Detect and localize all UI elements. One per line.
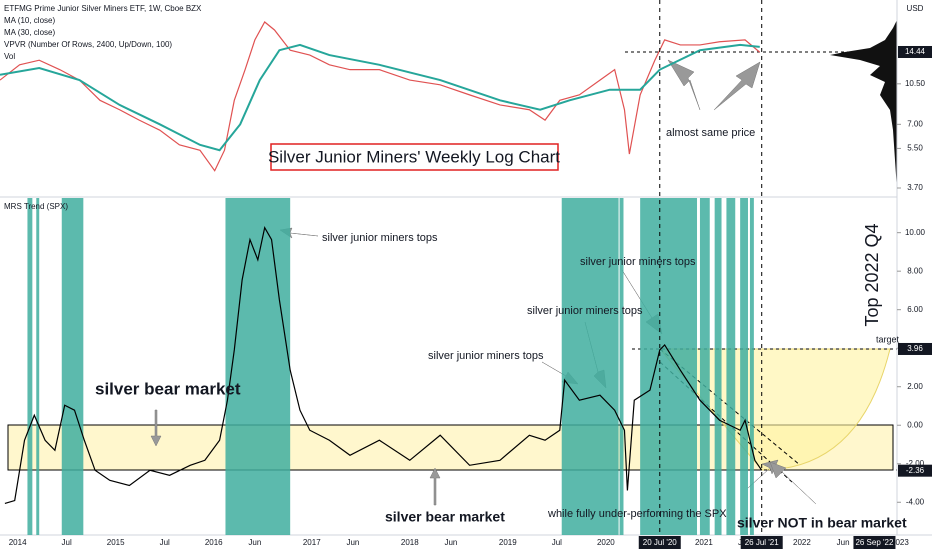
annotation: Silver Junior Miners' Weekly Log Chart <box>268 147 560 166</box>
labels: ETFMG Prime Junior Silver Miners ETF, 1W… <box>4 4 932 549</box>
trend-band <box>640 198 698 535</box>
x-tick-label: Jul <box>552 538 562 547</box>
chart-title: MRS Trend (SPX) <box>4 202 68 211</box>
price-tag <box>898 464 932 477</box>
arrow <box>769 461 817 505</box>
y-tick-label: 0.00 <box>907 420 923 429</box>
price-tag-label: 3.96 <box>907 344 923 353</box>
arrow <box>429 467 441 506</box>
trend-band <box>749 198 754 535</box>
legend-entry: MA (10, close) <box>4 16 55 25</box>
arrow <box>713 61 761 111</box>
arrow <box>667 59 701 111</box>
annotation: silver junior miners tops <box>527 305 643 317</box>
annotation: silver junior miners tops <box>322 232 438 244</box>
y-tick-label: 3.70 <box>907 183 923 192</box>
x-tick-label: 2017 <box>303 538 321 547</box>
x-tick-label: 2019 <box>499 538 517 547</box>
y-tick-label: 2.00 <box>907 382 923 391</box>
y-tick-label: 10.50 <box>905 79 926 88</box>
series-line <box>0 43 760 152</box>
trend-band <box>225 198 291 535</box>
x-tick-label: 2021 <box>695 538 713 547</box>
title-box <box>270 143 559 171</box>
volume-profile <box>830 20 897 190</box>
annotation: silver NOT in bear market <box>737 515 907 531</box>
trend-band <box>726 198 736 535</box>
date-tag-label: 26 Sep '22 <box>855 538 894 547</box>
trend-band <box>36 198 40 535</box>
legend-entry: Vol <box>4 52 15 61</box>
currency: USD <box>907 4 924 13</box>
y-tick-label: 10.00 <box>905 228 926 237</box>
annotation: target <box>876 334 900 344</box>
price-tag <box>898 45 932 58</box>
annotation: Top 2022 Q4 <box>862 223 882 326</box>
series-line <box>0 21 761 172</box>
y-tick-label: 7.00 <box>907 119 923 128</box>
arrow <box>747 459 779 489</box>
y-tick-label: -2.00 <box>906 459 925 468</box>
plot <box>0 0 763 535</box>
date-tag <box>638 536 681 549</box>
annotation: silver junior miners tops <box>580 256 696 268</box>
trend-band <box>699 198 710 535</box>
x-tick-label: 2014 <box>9 538 27 547</box>
x-tick-label: Jun <box>444 538 457 547</box>
annotation: silver junior miners tops <box>428 350 544 362</box>
x-tick-label: 2022 <box>793 538 811 547</box>
series-line <box>4 225 763 504</box>
trend-band <box>714 198 722 535</box>
date-tag-label: 20 Jul '20 <box>643 538 678 547</box>
x-tick-label: Jun <box>837 538 850 547</box>
date-tag-label: 26 Jul '21 <box>745 538 780 547</box>
x-tick-label: 2018 <box>401 538 419 547</box>
date-tag <box>853 536 896 549</box>
price-tag-label: 14.44 <box>905 47 926 56</box>
x-tick-label: Jul <box>62 538 72 547</box>
x-tick-label: Jul <box>160 538 170 547</box>
x-tick-label: 2020 <box>597 538 615 547</box>
trend-band <box>27 198 33 535</box>
trend-band <box>61 198 84 535</box>
x-tick-label: 2016 <box>205 538 223 547</box>
annotation: almost same price <box>666 127 755 139</box>
chart-title: ETFMG Prime Junior Silver Miners ETF, 1W… <box>4 4 202 13</box>
legend-entry: VPVR (Number Of Rows, 2400, Up/Down, 100… <box>4 40 172 49</box>
date-tag <box>740 536 783 549</box>
y-tick-label: 6.00 <box>907 305 923 314</box>
x-tick-label: 2023 <box>891 538 909 547</box>
annotation: silver bear market <box>95 379 241 398</box>
trend-band <box>740 198 748 535</box>
legend-entry: MA (30, close) <box>4 28 55 37</box>
y-tick-label: -4.00 <box>906 497 925 506</box>
y-tick-label: 8.00 <box>907 266 923 275</box>
x-tick-label: 2015 <box>107 538 125 547</box>
annotation: while fully under-performing the SPX <box>547 508 727 520</box>
price-tag-label: -2.36 <box>906 466 925 475</box>
x-tick-label: Jun <box>248 538 261 547</box>
arrow <box>150 409 162 447</box>
price-tag <box>898 342 932 355</box>
trend-band <box>561 198 619 535</box>
x-tick-label: Jun <box>346 538 359 547</box>
decor <box>0 0 932 536</box>
trend-band <box>619 198 624 535</box>
annotation: silver bear market <box>385 509 505 525</box>
y-tick-label: 5.50 <box>907 144 923 153</box>
